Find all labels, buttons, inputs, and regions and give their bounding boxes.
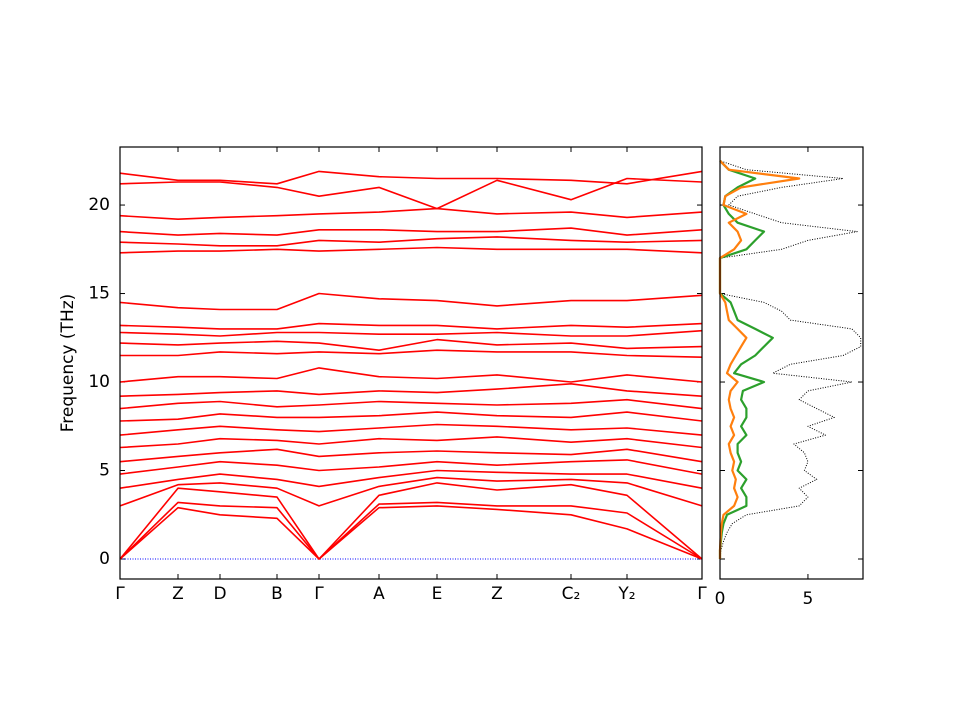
dos-curve xyxy=(719,160,862,560)
band xyxy=(119,322,703,330)
y-tick-label: 5 xyxy=(99,461,110,481)
band xyxy=(119,448,703,463)
y-tick-label: 10 xyxy=(88,372,110,392)
band xyxy=(119,476,703,507)
band xyxy=(119,423,703,436)
y-tick-label: 20 xyxy=(88,195,110,215)
band xyxy=(119,227,703,236)
band xyxy=(119,482,703,560)
x-tick-label: 0 xyxy=(715,589,726,609)
x-tick-label: 5 xyxy=(803,589,814,609)
x-tick-label: B xyxy=(271,584,283,604)
x-tick-label: Γ xyxy=(314,584,324,604)
band xyxy=(120,349,703,358)
dos-curve xyxy=(718,160,801,559)
x-tick-label: Γ xyxy=(697,584,707,604)
x-tick-label: Z xyxy=(491,584,503,604)
band xyxy=(119,505,703,560)
y-tick-label: 15 xyxy=(88,284,110,304)
band xyxy=(119,246,703,254)
y-axis-label: Frequency (THz) xyxy=(58,294,78,433)
x-tick-label: C₂ xyxy=(562,584,581,604)
band xyxy=(119,292,703,311)
x-tick-label: Γ xyxy=(115,584,125,604)
band xyxy=(119,170,703,185)
x-tick-label: Y₂ xyxy=(617,584,635,604)
band xyxy=(119,398,703,410)
y-tick-label: 0 xyxy=(99,549,110,569)
dos-curve xyxy=(718,160,774,559)
band xyxy=(119,469,703,489)
band xyxy=(119,411,703,422)
plot-frame xyxy=(719,146,864,580)
x-tick-label: A xyxy=(373,584,385,604)
plot-frame xyxy=(119,146,703,580)
band xyxy=(119,436,703,449)
band xyxy=(119,177,703,210)
band xyxy=(119,459,703,475)
band xyxy=(119,383,703,397)
band xyxy=(119,329,703,337)
band xyxy=(119,207,703,220)
x-tick-label: D xyxy=(213,584,226,604)
x-tick-label: Z xyxy=(172,584,184,604)
band xyxy=(119,501,703,560)
band xyxy=(119,236,703,247)
band xyxy=(119,367,703,383)
x-tick-label: E xyxy=(432,584,443,604)
band xyxy=(119,338,703,351)
